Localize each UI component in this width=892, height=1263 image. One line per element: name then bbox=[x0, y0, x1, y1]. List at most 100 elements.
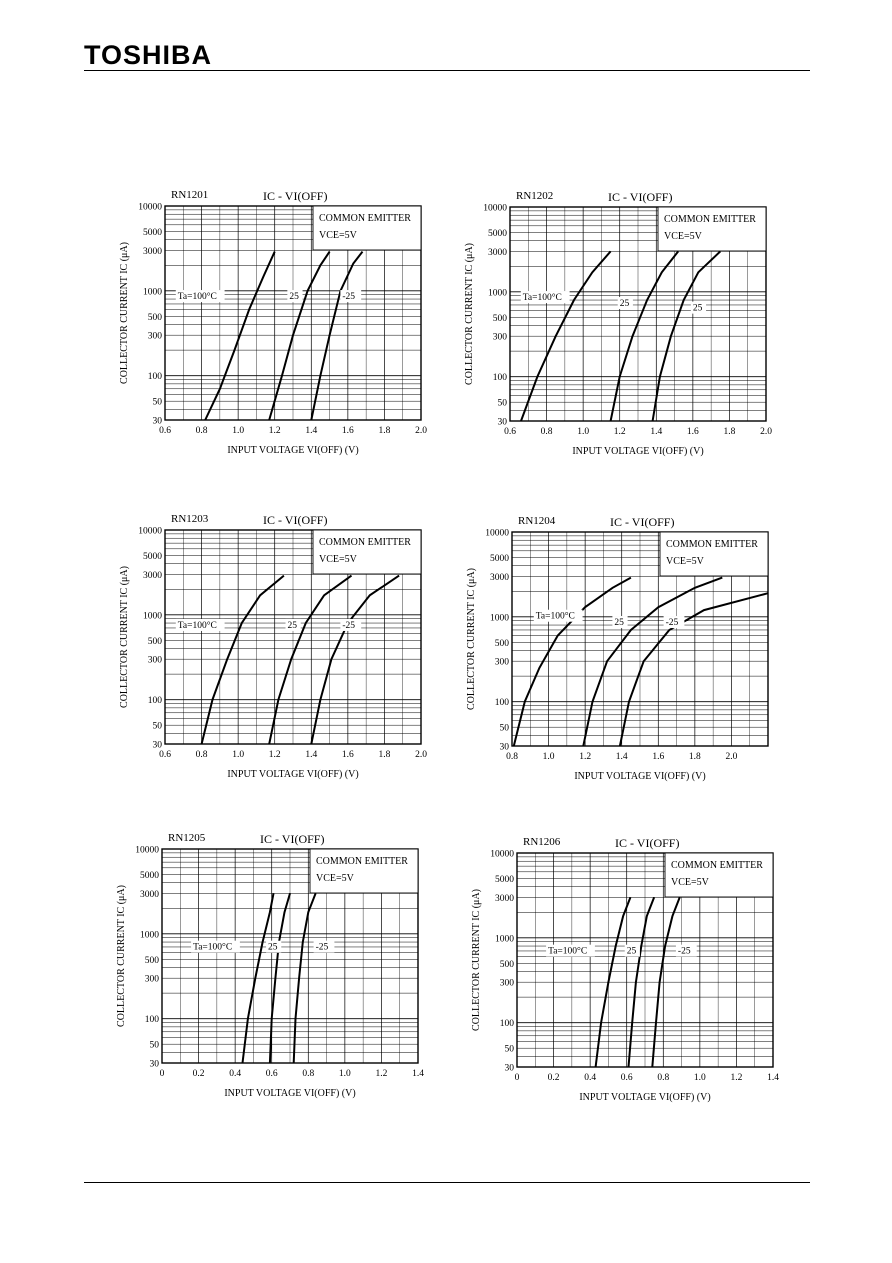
y-tick-label: 100 bbox=[148, 372, 163, 382]
y-tick-labels: 10000 5000 3000 1000 500 300 100 50 30 bbox=[490, 850, 514, 1074]
y-tick-label: 30 bbox=[153, 417, 163, 427]
legend-frame bbox=[657, 206, 767, 252]
legend-text: COMMON EMITTER bbox=[666, 539, 758, 550]
series-line-2 bbox=[651, 250, 721, 422]
x-tick-label: 0.2 bbox=[548, 1073, 560, 1083]
curve-label: -25 bbox=[678, 947, 691, 957]
device-name: RN1201 bbox=[171, 189, 208, 201]
device-name: RN1205 bbox=[168, 832, 206, 844]
chart-title: IC - VI(OFF) bbox=[263, 513, 327, 527]
y-tick-label: 3000 bbox=[143, 571, 162, 581]
series-line-2 bbox=[310, 574, 400, 745]
curve-label: Ta=100°C bbox=[193, 942, 232, 953]
y-tick-label: 1000 bbox=[143, 287, 162, 297]
series-group bbox=[594, 897, 681, 1068]
y-tick-label: 100 bbox=[493, 373, 508, 383]
curve-label: 25 bbox=[268, 943, 278, 953]
device-name: RN1202 bbox=[516, 190, 553, 202]
curve-label-bg bbox=[617, 297, 633, 310]
y-tick-label: 300 bbox=[145, 975, 160, 985]
curve-label: 25 bbox=[288, 621, 298, 631]
x-tick-label: 1.0 bbox=[694, 1073, 706, 1083]
curve-label: -25 bbox=[342, 292, 355, 302]
y-tick-label: 500 bbox=[500, 960, 515, 970]
x-tick-label: 1.0 bbox=[339, 1069, 351, 1079]
curve-label: 25 bbox=[289, 292, 299, 302]
curve-label-bg bbox=[191, 940, 240, 953]
y-tick-label: 5000 bbox=[488, 229, 507, 239]
x-tick-labels: 0.6 0.8 1.0 1.2 1.4 1.6 1.8 2.0 bbox=[159, 750, 427, 760]
x-tick-label: 0.8 bbox=[657, 1073, 669, 1083]
y-tick-label: 5000 bbox=[143, 552, 162, 562]
curve-label-bg bbox=[313, 940, 335, 953]
chart-rn1203: COMMON EMITTER VCE=5V RN1203 IC - VI(OFF) 0.… bbox=[108, 510, 488, 800]
curve-label-bg bbox=[340, 618, 362, 631]
chart-rn1205: COMMON EMITTER VCE=5V RN1205 IC - VI(OFF) 0 0… bbox=[105, 829, 485, 1119]
series-line-1 bbox=[268, 574, 353, 745]
x-tick-label: 1.6 bbox=[342, 750, 354, 760]
y-tick-label: 300 bbox=[148, 656, 163, 666]
curve-label-bg bbox=[175, 290, 225, 303]
y-tick-label: 10000 bbox=[138, 203, 162, 213]
legend-text: VCE=5V bbox=[671, 877, 710, 888]
x-tick-label: 1.2 bbox=[579, 752, 591, 762]
y-axis-label: COLLECTOR CURRENT IC (μA) bbox=[119, 242, 130, 384]
legend-text: VCE=5V bbox=[316, 873, 355, 884]
x-tick-label: 0.6 bbox=[621, 1073, 633, 1083]
legend-box: COMMON EMITTER VCE=5V bbox=[657, 206, 767, 252]
toshiba-logo: TOSHIBA bbox=[84, 40, 213, 70]
series-line-1 bbox=[268, 893, 291, 1064]
curve-label-bg bbox=[266, 940, 282, 953]
y-tick-labels: 10000 5000 3000 1000 500 300 100 50 30 bbox=[138, 203, 162, 427]
x-tick-label: 1.8 bbox=[378, 426, 390, 436]
y-tick-label: 300 bbox=[500, 979, 515, 989]
x-tick-label: 1.8 bbox=[689, 752, 701, 762]
series-line-0 bbox=[512, 576, 632, 747]
x-tick-label: 2.0 bbox=[725, 752, 737, 762]
y-tick-label: 100 bbox=[145, 1015, 160, 1025]
series-line-0 bbox=[200, 574, 285, 745]
series-line-2 bbox=[651, 897, 681, 1068]
x-tick-label: 0.8 bbox=[196, 426, 208, 436]
curve-label: -25 bbox=[316, 943, 329, 953]
y-axis-label: COLLECTOR CURRENT IC (μA) bbox=[116, 885, 127, 1027]
curve-label: Ta=100°C bbox=[536, 611, 575, 622]
series-line-2 bbox=[292, 893, 317, 1064]
y-tick-label: 50 bbox=[500, 724, 510, 734]
y-axis-label: COLLECTOR CURRENT IC (μA) bbox=[464, 243, 475, 385]
curve-label-bg bbox=[287, 290, 303, 303]
chart-rn1204: COMMON EMITTER VCE=5V RN1204 IC - VI(OFF) 0.… bbox=[455, 512, 835, 802]
series-line-2 bbox=[310, 250, 364, 421]
plot-frame bbox=[164, 529, 422, 745]
y-tick-label: 500 bbox=[148, 637, 163, 647]
curve-label-bg bbox=[285, 618, 301, 631]
y-tick-label: 1000 bbox=[143, 611, 162, 621]
x-tick-labels: 0 0.2 0.4 0.6 0.8 1.0 1.2 1.4 bbox=[515, 1073, 780, 1083]
x-axis-label: INPUT VOLTAGE VI(OFF) (V) bbox=[227, 769, 358, 780]
y-tick-label: 5000 bbox=[140, 871, 159, 881]
x-tick-label: 1.8 bbox=[378, 750, 390, 760]
y-tick-label: 30 bbox=[505, 1064, 515, 1074]
curve-labels: Ta=100°C 25 -25 bbox=[546, 944, 697, 957]
curve-label: Ta=100°C bbox=[523, 292, 562, 303]
y-tick-label: 500 bbox=[148, 313, 163, 323]
series-line-2 bbox=[618, 592, 769, 747]
y-tick-label: 1000 bbox=[490, 613, 509, 623]
series-line-0 bbox=[241, 893, 275, 1064]
x-tick-label: 0 bbox=[515, 1073, 520, 1083]
chart-rn1206: COMMON EMITTER VCE=5V RN1206 IC - VI(OFF) 0 0… bbox=[460, 833, 840, 1123]
curve-label: Ta=100°C bbox=[178, 620, 217, 631]
x-tick-label: 1.8 bbox=[723, 427, 735, 437]
y-tick-labels: 10000 5000 3000 1000 500 300 100 50 30 bbox=[138, 527, 162, 751]
x-axis-label: INPUT VOLTAGE VI(OFF) (V) bbox=[572, 446, 703, 457]
device-name: RN1203 bbox=[171, 513, 209, 525]
series-group bbox=[241, 893, 317, 1064]
curve-labels: Ta=100°C 25 -25 bbox=[191, 940, 335, 953]
y-tick-label: 500 bbox=[495, 639, 510, 649]
y-tick-label: 10000 bbox=[490, 850, 514, 860]
x-tick-labels: 0.8 1.0 1.2 1.4 1.6 1.8 2.0 bbox=[506, 752, 738, 762]
plot-frame bbox=[164, 205, 422, 421]
x-tick-label: 1.4 bbox=[305, 426, 317, 436]
legend-text: COMMON EMITTER bbox=[316, 856, 408, 867]
